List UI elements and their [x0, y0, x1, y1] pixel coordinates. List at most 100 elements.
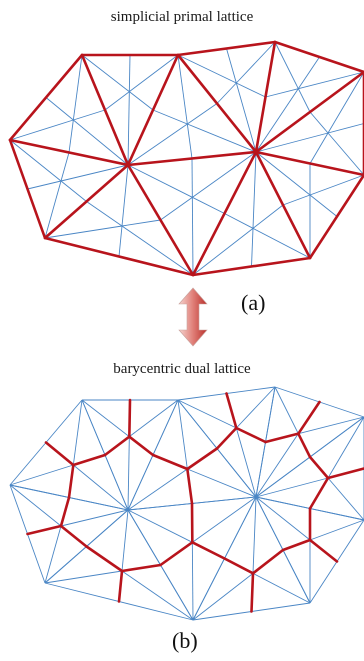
- fine-lattice-edge: [265, 88, 299, 98]
- dual-lattice-edge: [264, 432, 300, 444]
- fine-lattice-edge: [327, 71, 364, 134]
- primal-lattice-edge: [254, 150, 312, 260]
- fine-lattice-edge: [177, 399, 188, 470]
- fine-lattice-edge: [44, 525, 62, 584]
- fine-lattice-edge: [127, 164, 193, 198]
- fine-lattice-edge: [72, 54, 83, 121]
- fine-lattice-edge: [177, 399, 237, 429]
- fine-lattice-edge: [177, 54, 188, 125]
- dual-lattice-edge: [120, 563, 162, 573]
- dual-lattice-edge: [128, 398, 132, 438]
- fine-lattice-edge: [9, 139, 62, 182]
- fine-lattice-edge: [282, 194, 311, 206]
- fine-lattice-edge: [152, 109, 188, 125]
- fine-lattice-edge: [191, 542, 194, 621]
- fine-lattice-edge: [127, 123, 188, 166]
- dual-lattice-edge: [251, 548, 285, 575]
- primal-lattice-edge: [43, 163, 130, 240]
- fine-lattice-edge: [309, 174, 364, 196]
- fine-lattice-edge: [121, 219, 161, 227]
- fine-lattice-edge: [60, 180, 87, 202]
- primal-lattice-edge: [254, 150, 364, 177]
- fine-lattice-edge: [186, 123, 193, 159]
- dual-fine-triangulation: [9, 386, 364, 621]
- fine-lattice-edge: [327, 416, 364, 479]
- fine-lattice-edge: [255, 132, 329, 153]
- fine-lattice-edge: [255, 496, 311, 541]
- fine-lattice-edge: [327, 477, 364, 521]
- fine-lattice-edge: [44, 570, 123, 584]
- fine-lattice-edge: [187, 103, 218, 125]
- primal-lattice-edge: [254, 40, 277, 154]
- fine-lattice-edge: [216, 82, 237, 104]
- dual-lattice-edge: [44, 441, 75, 467]
- dual-lattice-edge: [225, 392, 238, 430]
- dual-lattice-edge: [26, 524, 63, 536]
- fine-lattice-edge: [252, 151, 257, 229]
- fine-lattice-edge: [129, 399, 179, 438]
- fine-lattice-edge: [127, 468, 188, 511]
- fine-lattice-edge: [121, 570, 194, 621]
- fine-lattice-edge: [60, 152, 70, 182]
- fine-lattice-edge: [9, 484, 62, 527]
- fine-lattice-edge: [235, 427, 257, 498]
- fine-lattice-edge: [274, 386, 299, 434]
- fine-lattice-edge: [73, 109, 106, 121]
- fine-lattice-edge: [9, 119, 74, 141]
- dual-lattice-edge: [72, 453, 107, 467]
- dual-lattice-title: barycentric dual lattice: [113, 361, 251, 377]
- fine-lattice-edge: [27, 180, 62, 190]
- dual-lattice-edge: [308, 538, 339, 563]
- fine-lattice-edge: [309, 194, 338, 217]
- dual-lattice-edge: [297, 432, 312, 459]
- fine-lattice-edge: [236, 386, 276, 429]
- fine-lattice-edge: [192, 151, 257, 198]
- primal-lattice-edge: [8, 53, 84, 142]
- fine-lattice-edge: [297, 56, 320, 89]
- primal-lattice-edge: [308, 173, 364, 260]
- primal-lattice-edge: [273, 40, 364, 74]
- dual-lattice-edge: [281, 538, 312, 552]
- primal-coarse-triangulation: [8, 40, 364, 277]
- fine-lattice-edge: [128, 54, 131, 92]
- dual-lattice-edge: [250, 572, 255, 613]
- primal-lattice-edge: [191, 150, 258, 277]
- fine-lattice-edge: [44, 180, 62, 239]
- dual-lattice-edge: [308, 476, 330, 510]
- fine-lattice-edge: [224, 213, 254, 229]
- fine-lattice-edge: [160, 196, 193, 221]
- fine-lattice-edge: [192, 227, 254, 276]
- fine-lattice-edge: [236, 41, 276, 84]
- dual-lattice-edge: [235, 426, 267, 444]
- panel-label-a: (a): [241, 290, 266, 315]
- fine-lattice-edge: [226, 48, 237, 84]
- primal-lattice-edge: [126, 150, 258, 167]
- primal-lattice-edge: [8, 138, 47, 240]
- dual-lattice-edge: [59, 496, 71, 528]
- fine-lattice-edge: [81, 399, 130, 438]
- fine-lattice-edge: [252, 572, 311, 604]
- fine-lattice-edge: [73, 464, 129, 511]
- fine-lattice-edge: [192, 496, 257, 543]
- fine-lattice-edge: [298, 416, 364, 435]
- dual-lattice-edge: [326, 467, 364, 480]
- fine-lattice-edge: [327, 132, 364, 176]
- primal-lattice-edge: [254, 70, 364, 154]
- dual-lattice-edge: [308, 455, 330, 480]
- primal-lattice-title: simplicial primal lattice: [110, 9, 254, 25]
- fine-lattice-edge: [129, 91, 154, 111]
- fine-lattice-edge: [235, 82, 257, 153]
- primal-lattice-edge: [191, 256, 312, 277]
- primal-lattice-edge: [8, 138, 130, 167]
- fine-lattice-edge: [255, 151, 311, 196]
- fine-lattice-edge: [81, 54, 130, 93]
- fine-lattice-edge: [72, 399, 83, 466]
- fine-lattice-edge: [191, 197, 194, 276]
- fine-lattice-edge: [251, 228, 254, 267]
- dual-lattice-edge: [223, 557, 255, 575]
- fine-lattice-edge: [73, 119, 129, 166]
- fine-lattice-edge: [309, 111, 329, 134]
- fine-lattice-edge: [298, 71, 364, 90]
- dual-lattice-edge: [67, 463, 75, 499]
